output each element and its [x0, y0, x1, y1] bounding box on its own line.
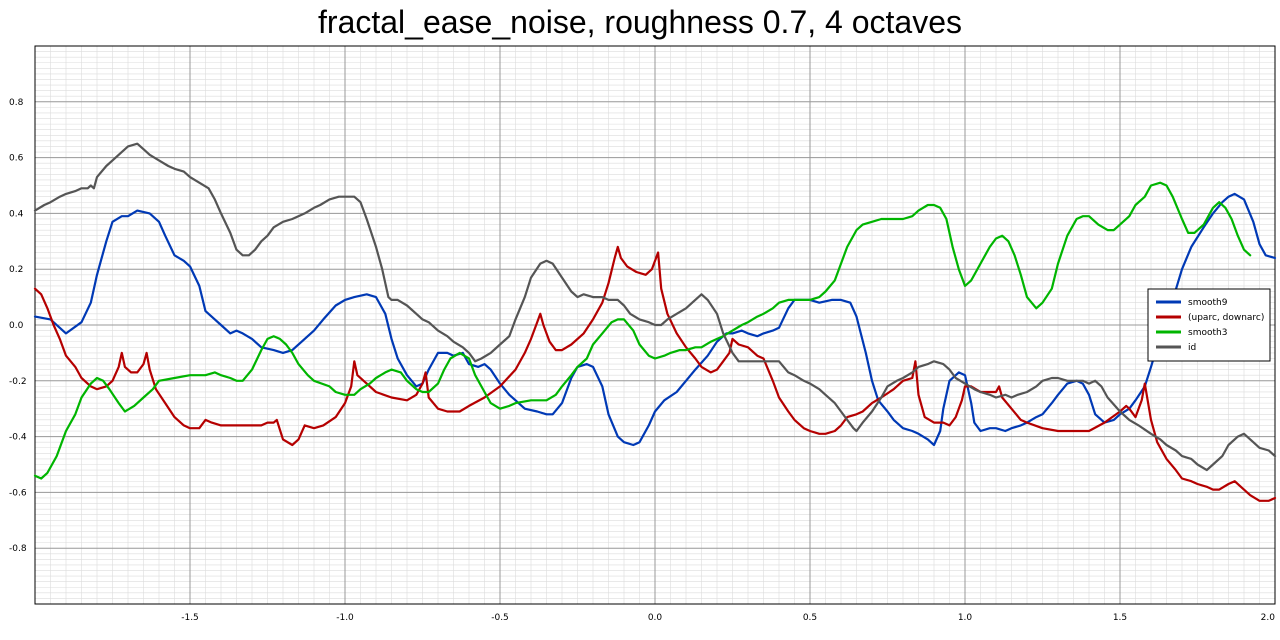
x-tick-label: 1.5 [1113, 613, 1127, 623]
y-tick-label: 0.8 [9, 98, 24, 108]
y-tick-label: -0.6 [9, 488, 27, 498]
y-tick-label: 0.6 [9, 154, 24, 164]
y-tick-label: 0.2 [9, 265, 23, 275]
legend-label: smooth3 [1188, 328, 1227, 338]
legend: smooth9 (uparc, downarc) smooth3 id [1147, 288, 1271, 362]
chart-title: fractal_ease_noise, roughness 0.7, 4 oct… [318, 4, 962, 40]
plot-frame [34, 45, 1276, 605]
legend-label: (uparc, downarc) [1188, 313, 1264, 323]
x-tick-label: 0.0 [648, 613, 663, 623]
y-axis-tick-labels: 0.8 0.6 0.4 0.2 0.0 -0.2 -0.4 -0.6 -0.8 [9, 98, 27, 554]
y-tick-label: 0.0 [9, 321, 24, 331]
y-tick-label: -0.2 [9, 377, 27, 387]
x-tick-label: -1.5 [181, 613, 199, 623]
legend-label: smooth9 [1188, 298, 1228, 308]
x-tick-label: 2.0 [1261, 613, 1276, 623]
series-line-1 [33, 245, 1277, 502]
legend-label: id [1188, 343, 1196, 353]
y-tick-label: -0.8 [9, 544, 27, 554]
y-tick-label: 0.4 [9, 209, 24, 219]
x-tick-label: -0.5 [491, 613, 509, 623]
x-tick-label: 0.5 [803, 613, 817, 623]
y-tick-label: -0.4 [9, 433, 27, 443]
series-line-3 [33, 142, 1277, 472]
series-line-2 [33, 181, 1252, 480]
x-tick-label: 1.0 [958, 613, 973, 623]
series-line-0 [33, 192, 1277, 447]
x-axis-tick-labels: -1.5 -1.0 -0.5 0.0 0.5 1.0 1.5 2.0 [181, 613, 1275, 623]
series-lines [33, 142, 1277, 502]
x-tick-label: -1.0 [336, 613, 354, 623]
